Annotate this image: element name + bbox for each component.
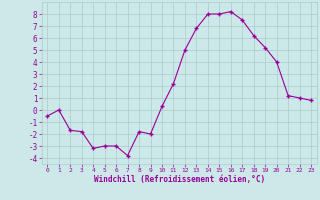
X-axis label: Windchill (Refroidissement éolien,°C): Windchill (Refroidissement éolien,°C) — [94, 175, 265, 184]
